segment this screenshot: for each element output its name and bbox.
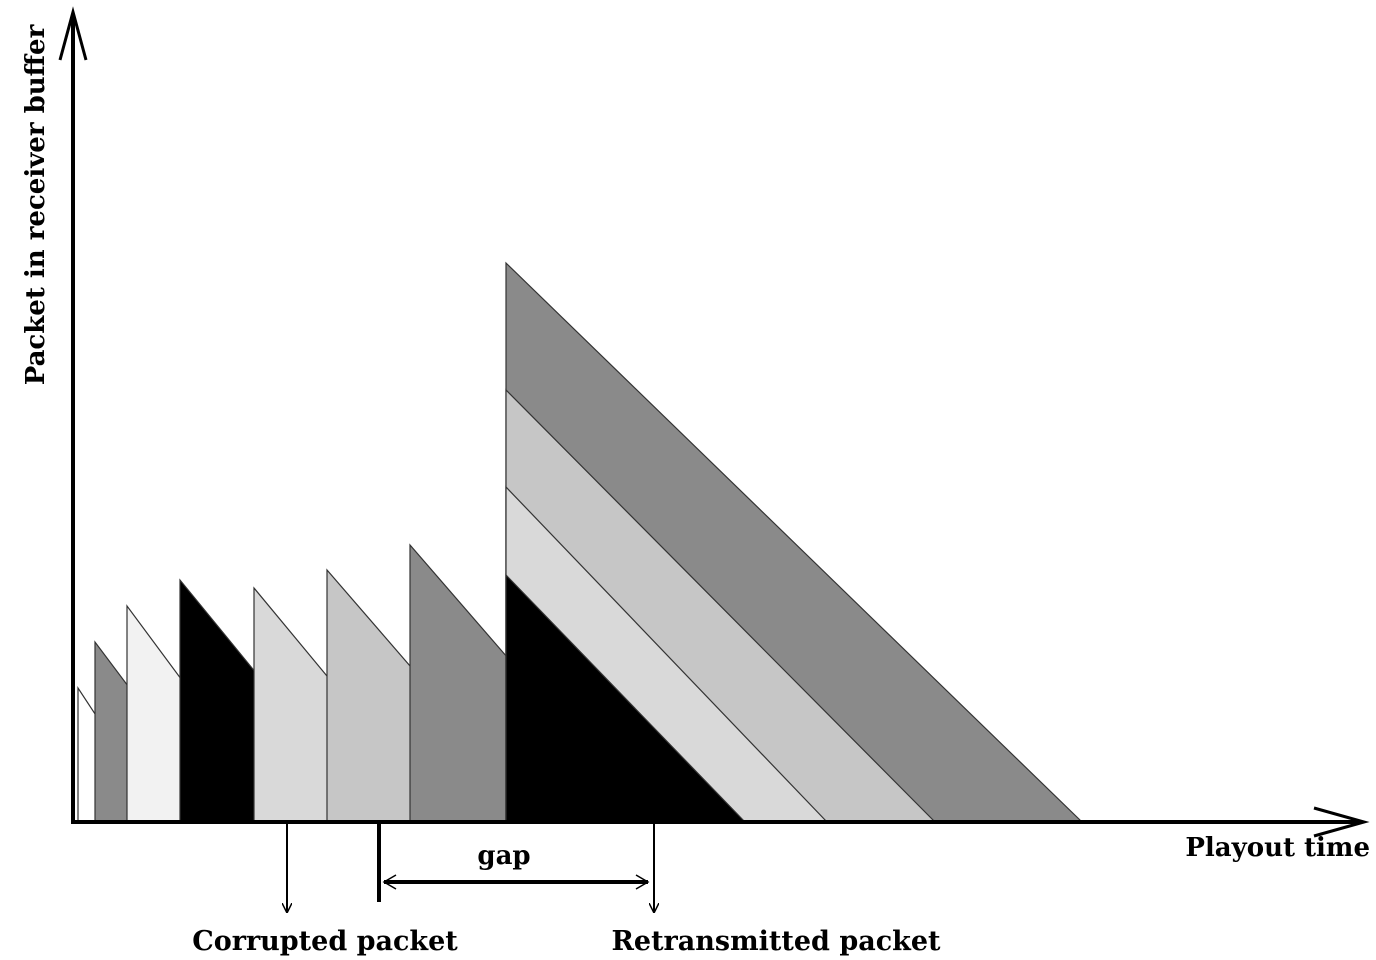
- retransmitted-packet-marker: Retransmitted packet: [611, 822, 941, 957]
- y-axis-label: Packet in receiver buffer: [21, 24, 51, 385]
- x-axis-label: Playout time: [1185, 833, 1370, 863]
- y-axis-arrowhead: [58, 6, 88, 61]
- gap-label: gap: [477, 841, 530, 871]
- gap-marker: gap: [377, 822, 650, 902]
- corrupted-packet-label: Corrupted packet: [192, 926, 458, 957]
- corrupted-packet-marker: Corrupted packet: [192, 822, 458, 957]
- gap-left-arrowhead: [382, 874, 397, 890]
- retransmitted-packet-label: Retransmitted packet: [611, 926, 941, 957]
- gap-right-arrowhead: [635, 874, 650, 890]
- packet-bands: [77, 261, 1084, 823]
- x-axis-arrowhead: [1313, 806, 1370, 838]
